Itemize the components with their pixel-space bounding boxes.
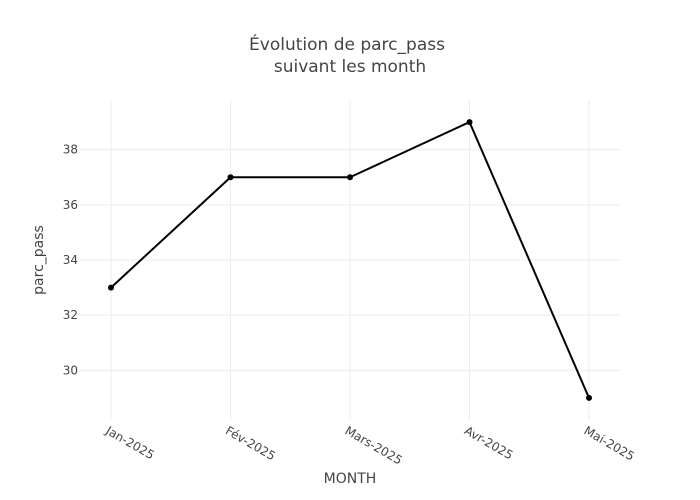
data-point	[227, 174, 234, 181]
x-tick-label: Jan-2025	[103, 423, 157, 462]
y-tick-label: 36	[63, 198, 78, 212]
chart-title-line-1: Évolution de parc_pass	[249, 33, 445, 55]
y-tick-label: 32	[63, 308, 78, 322]
x-tick-label: Avr-2025	[462, 423, 515, 462]
data-point	[347, 174, 353, 181]
y-axis-title: parc_pass	[31, 225, 47, 295]
y-axis-ticks: 30 32 34 36 38	[63, 143, 78, 378]
x-axis-ticks: Jan-2025 Fév-2025 Mars-2025 Avr-2025 Mai-202…	[103, 423, 637, 468]
gridlines	[80, 100, 620, 420]
x-tick-label: Mars-2025	[343, 423, 405, 467]
chart-title: Évolution de parc_pass suivant les month	[249, 33, 445, 77]
series	[108, 119, 592, 401]
y-tick-label: 30	[63, 363, 78, 377]
x-tick-label: Fév-2025	[223, 423, 278, 463]
data-point	[586, 394, 592, 401]
y-tick-label: 34	[63, 253, 78, 267]
y-tick-label: 38	[63, 143, 78, 157]
data-point	[108, 284, 114, 291]
data-point	[466, 119, 473, 126]
chart-title-line-2: suivant les month	[274, 57, 426, 77]
x-tick-label: Mai-2025	[582, 423, 637, 463]
x-axis-title: MONTH	[324, 471, 377, 487]
